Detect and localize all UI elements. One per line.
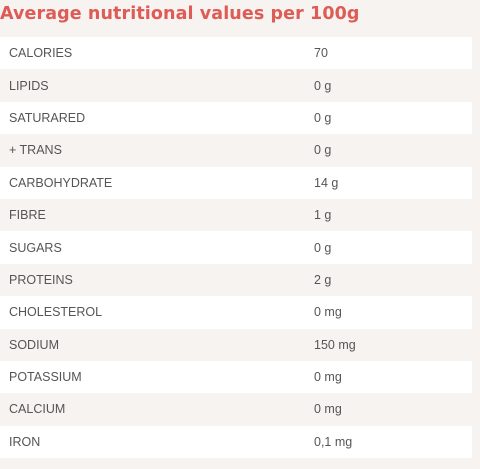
- row-value: 70: [314, 46, 328, 61]
- row-label: CALORIES: [9, 46, 73, 61]
- row-label: SODIUM: [9, 337, 59, 352]
- row-label: CHOLESTEROL: [9, 305, 103, 320]
- table-row-sodium: SODIUM 150 mg: [0, 328, 472, 361]
- row-value: 0 g: [314, 78, 332, 93]
- row-value: 0 mg: [314, 402, 342, 417]
- table-row-proteins: PROTEINS 2 g: [0, 263, 472, 297]
- table-row-calories: CALORIES 70: [0, 37, 472, 70]
- table-row-cholesterol: CHOLESTEROL 0 mg: [0, 296, 472, 329]
- table-row-potassium: POTASSIUM 0 mg: [0, 360, 472, 394]
- table-row-trans: + TRANS 0 g: [0, 134, 472, 167]
- row-value: 150 mg: [314, 337, 356, 352]
- table-row-lipids: LIPIDS 0 g: [0, 69, 472, 102]
- row-value: 0,1 mg: [314, 434, 353, 449]
- row-label: PROTEINS: [9, 272, 73, 287]
- row-label: + TRANS: [9, 143, 62, 158]
- row-label: CALCIUM: [9, 402, 66, 417]
- row-label: SUGARS: [9, 240, 62, 255]
- row-label: IRON: [9, 434, 41, 449]
- row-value: 2 g: [314, 272, 332, 287]
- row-label: LIPIDS: [9, 78, 49, 93]
- row-value: 0 mg: [314, 305, 342, 320]
- row-value: 0 g: [314, 240, 332, 255]
- table-row-sugars: SUGARS 0 g: [0, 231, 472, 264]
- table-row-calcium: CALCIUM 0 mg: [0, 393, 472, 426]
- table-title: Average nutritional values per 100g: [0, 4, 360, 24]
- row-value: 0 mg: [314, 370, 342, 385]
- table-row-iron: IRON 0,1 mg: [0, 425, 472, 459]
- table-row-carbohydrate: CARBOHYDRATE 14 g: [0, 166, 472, 199]
- nutrition-table: CALORIES 70 LIPIDS 0 g SATURARED 0 g + T…: [0, 37, 472, 459]
- row-label: SATURARED: [9, 110, 86, 125]
- row-value: 1 g: [314, 208, 332, 223]
- row-label: CARBOHYDRATE: [9, 175, 113, 190]
- table-row-fibre: FIBRE 1 g: [0, 198, 472, 232]
- row-label: FIBRE: [9, 208, 46, 223]
- row-value: 0 g: [314, 143, 332, 158]
- row-label: POTASSIUM: [9, 370, 82, 385]
- row-value: 14 g: [314, 175, 339, 190]
- row-value: 0 g: [314, 110, 332, 125]
- table-row-saturared: SATURARED 0 g: [0, 101, 472, 135]
